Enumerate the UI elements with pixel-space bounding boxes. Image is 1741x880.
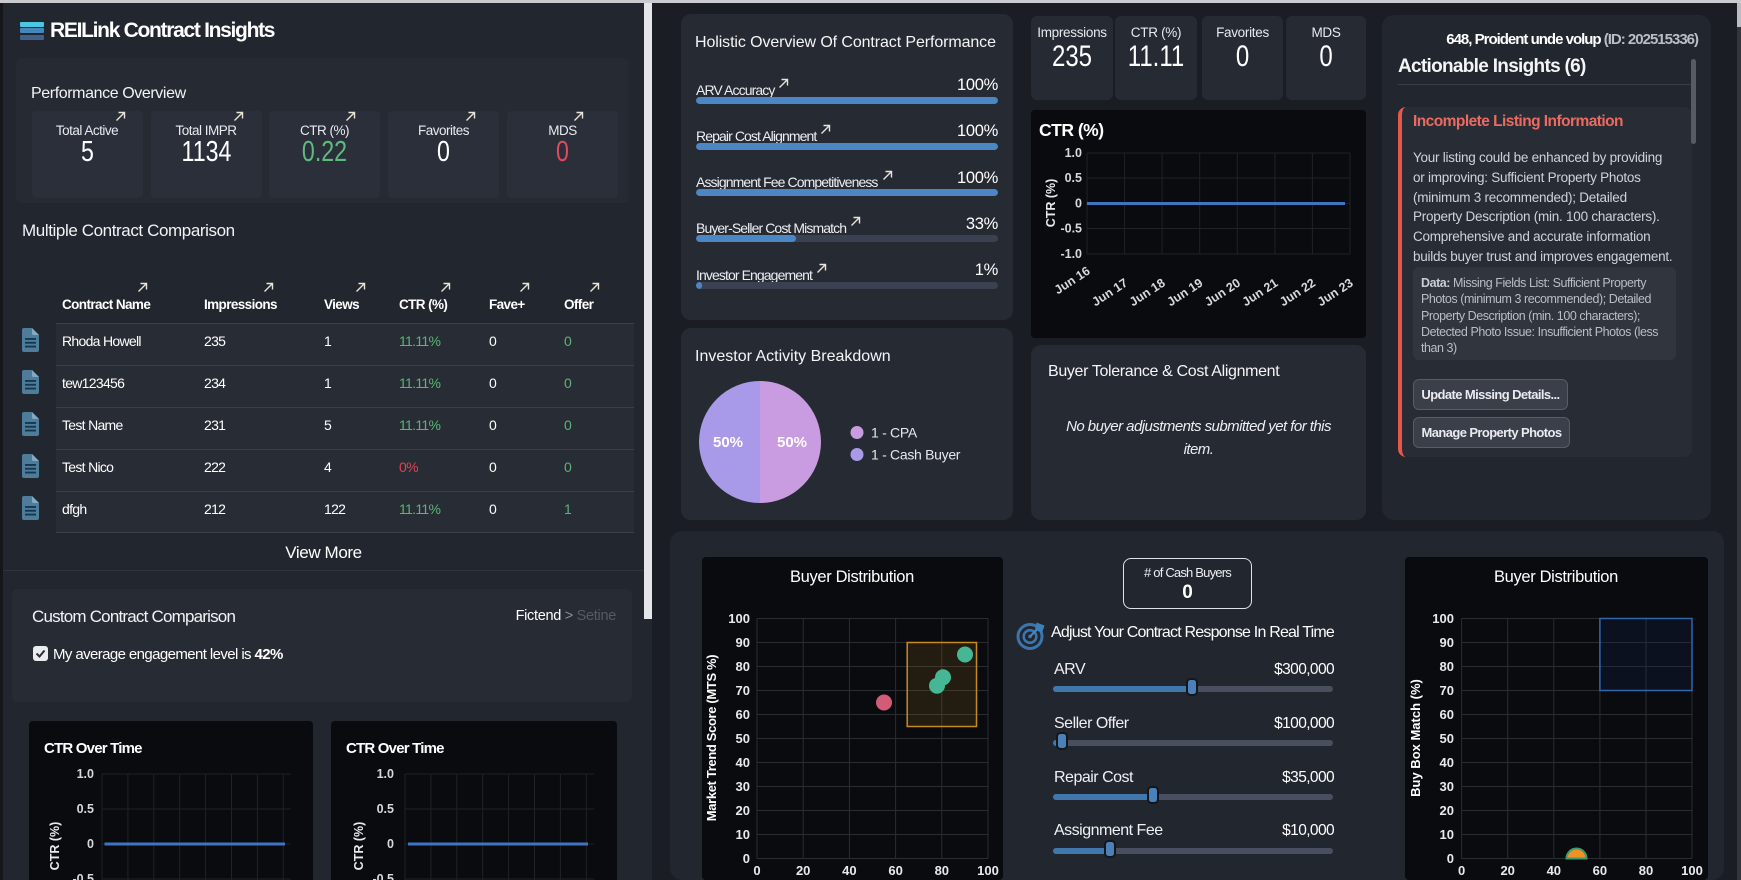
svg-text:80: 80 xyxy=(736,659,750,674)
svg-text:60: 60 xyxy=(1440,707,1454,722)
svg-text:1.0: 1.0 xyxy=(1065,146,1082,160)
svg-text:60: 60 xyxy=(736,707,750,722)
svg-text:50%: 50% xyxy=(713,434,743,451)
svg-text:30: 30 xyxy=(1440,779,1454,794)
svg-text:CTR Over Time: CTR Over Time xyxy=(346,740,444,757)
svg-text:100: 100 xyxy=(977,863,999,878)
svg-text:40: 40 xyxy=(1440,755,1454,770)
svg-text:CTR (%): CTR (%) xyxy=(48,822,62,871)
svg-text:Jun 18: Jun 18 xyxy=(1127,276,1168,309)
svg-text:-0.5: -0.5 xyxy=(372,872,394,880)
svg-text:1 - Cash Buyer: 1 - Cash Buyer xyxy=(871,447,961,463)
svg-text:Jun 20: Jun 20 xyxy=(1202,276,1243,309)
svg-text:70: 70 xyxy=(736,683,750,698)
svg-text:30: 30 xyxy=(736,779,750,794)
svg-text:100: 100 xyxy=(1681,863,1703,878)
svg-text:1.0: 1.0 xyxy=(77,767,94,781)
svg-text:60: 60 xyxy=(888,863,902,878)
svg-text:1.0: 1.0 xyxy=(377,767,394,781)
svg-text:0: 0 xyxy=(753,863,760,878)
svg-text:1 - CPA: 1 - CPA xyxy=(871,425,918,441)
svg-text:-0.5: -0.5 xyxy=(72,872,94,880)
svg-text:40: 40 xyxy=(1547,863,1561,878)
svg-text:40: 40 xyxy=(842,863,856,878)
svg-text:Buyer Distribution: Buyer Distribution xyxy=(790,568,914,586)
svg-text:CTR (%): CTR (%) xyxy=(1039,120,1104,140)
svg-text:CTR Over Time: CTR Over Time xyxy=(44,740,142,757)
svg-text:-0.5: -0.5 xyxy=(1060,222,1082,236)
svg-text:0: 0 xyxy=(387,837,394,851)
svg-text:100: 100 xyxy=(1432,611,1454,626)
svg-text:80: 80 xyxy=(935,863,949,878)
svg-text:50%: 50% xyxy=(777,434,807,451)
svg-text:20: 20 xyxy=(736,803,750,818)
svg-text:CTR (%): CTR (%) xyxy=(1044,179,1058,228)
svg-text:0: 0 xyxy=(1447,851,1454,866)
svg-text:CTR (%): CTR (%) xyxy=(352,822,366,871)
svg-text:70: 70 xyxy=(1440,683,1454,698)
svg-text:0.5: 0.5 xyxy=(377,802,394,816)
svg-text:0.5: 0.5 xyxy=(77,802,94,816)
svg-text:60: 60 xyxy=(1593,863,1607,878)
svg-text:20: 20 xyxy=(1440,803,1454,818)
svg-text:90: 90 xyxy=(736,635,750,650)
svg-text:20: 20 xyxy=(1500,863,1514,878)
svg-text:90: 90 xyxy=(1440,635,1454,650)
svg-text:20: 20 xyxy=(796,863,810,878)
svg-text:50: 50 xyxy=(736,731,750,746)
svg-text:Jun 21: Jun 21 xyxy=(1240,276,1281,309)
svg-text:80: 80 xyxy=(1639,863,1653,878)
svg-text:Jun 22: Jun 22 xyxy=(1277,276,1318,309)
svg-text:-1.0: -1.0 xyxy=(1060,247,1082,261)
svg-text:Jun 16: Jun 16 xyxy=(1052,264,1093,297)
svg-text:50: 50 xyxy=(1440,731,1454,746)
svg-text:Jun 23: Jun 23 xyxy=(1315,276,1356,309)
svg-text:0.5: 0.5 xyxy=(1065,171,1082,185)
svg-text:Buyer Distribution: Buyer Distribution xyxy=(1494,568,1618,586)
svg-text:10: 10 xyxy=(1440,827,1454,842)
svg-text:0: 0 xyxy=(1458,863,1465,878)
svg-text:80: 80 xyxy=(1440,659,1454,674)
svg-text:100: 100 xyxy=(728,611,750,626)
svg-text:40: 40 xyxy=(736,755,750,770)
svg-text:0: 0 xyxy=(87,837,94,851)
svg-text:Jun 17: Jun 17 xyxy=(1089,276,1130,309)
svg-text:0: 0 xyxy=(1075,197,1082,211)
svg-text:0: 0 xyxy=(743,851,750,866)
svg-text:Buy Box Match (%): Buy Box Match (%) xyxy=(1408,679,1423,797)
svg-text:10: 10 xyxy=(736,827,750,842)
svg-text:Market Trend Score (MTS %): Market Trend Score (MTS %) xyxy=(704,655,719,821)
svg-text:Jun 19: Jun 19 xyxy=(1164,276,1205,309)
